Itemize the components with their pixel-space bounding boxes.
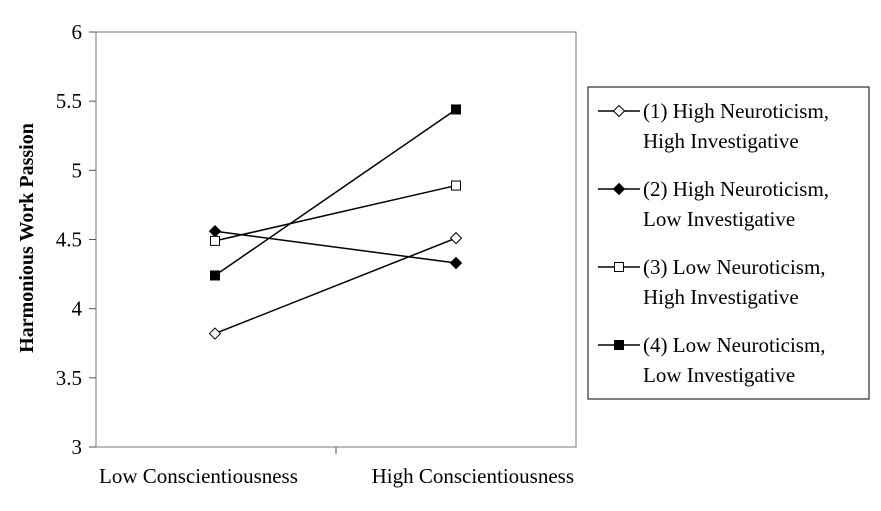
- legend-label-line2: High Investigative: [643, 129, 799, 153]
- y-tick-label: 5.5: [56, 89, 82, 113]
- series-4: [210, 104, 461, 281]
- y-axis: 3 3.5 4 4.5 5 5.5 6: [56, 20, 96, 459]
- legend-label: (4) Low Neuroticism,: [643, 333, 826, 357]
- y-tick-label: 6: [72, 20, 83, 44]
- data-point-diamond-open: [208, 327, 222, 340]
- data-point-square-filled: [451, 104, 461, 115]
- legend-label: (1) High Neuroticism,: [643, 99, 829, 123]
- legend-entry: (2) High Neuroticism, Low Investigative: [598, 177, 829, 231]
- legend-label: (2) High Neuroticism,: [643, 177, 829, 201]
- y-tick-label: 4: [72, 297, 83, 321]
- y-axis-label: Harmonious Work Passion: [16, 123, 38, 353]
- y-tick-label: 4.5: [56, 228, 82, 252]
- data-point-square-filled: [614, 340, 624, 350]
- x-category-label: High Conscientiousness: [372, 464, 574, 488]
- legend-label-line2: Low Investigative: [643, 363, 795, 387]
- series-line: [214, 230, 457, 264]
- data-point-diamond-open: [449, 231, 463, 245]
- plot-border: [95, 31, 577, 448]
- data-point-diamond-filled: [208, 224, 222, 238]
- legend-entry: (3) Low Neuroticism, High Investigative: [598, 255, 826, 309]
- legend-label: (3) Low Neuroticism,: [643, 255, 826, 279]
- data-point-diamond-filled: [612, 182, 626, 196]
- series-line: [214, 184, 457, 242]
- series-1: [208, 231, 463, 340]
- legend-box: [587, 86, 870, 400]
- series-line: [214, 108, 457, 277]
- data-point-diamond-filled: [449, 256, 463, 270]
- x-category-label: Low Conscientiousness: [99, 464, 298, 488]
- x-axis: Low Conscientiousness High Conscientiousn…: [99, 447, 574, 488]
- series-layer: [208, 104, 463, 340]
- series-3: [210, 180, 461, 246]
- data-point-square-open: [614, 262, 624, 272]
- legend-entry: (1) High Neuroticism, High Investigative: [598, 99, 829, 153]
- y-tick-label: 3: [72, 435, 83, 459]
- legend-label-line2: High Investigative: [643, 285, 799, 309]
- data-point-square-open: [210, 235, 220, 246]
- plot-area: [95, 31, 577, 448]
- data-point-square-open: [451, 180, 461, 191]
- legend: (1) High Neuroticism,High Investigative(…: [587, 86, 870, 400]
- data-point-diamond-open: [612, 104, 626, 118]
- legend-entry: (4) Low Neuroticism, Low Investigative: [598, 333, 826, 387]
- data-point-square-filled: [210, 270, 220, 281]
- series-line: [214, 237, 457, 335]
- y-tick-label: 5: [72, 158, 83, 182]
- series-2: [208, 224, 463, 270]
- legend-label-line2: Low Investigative: [643, 207, 795, 231]
- y-tick-label: 3.5: [56, 366, 82, 390]
